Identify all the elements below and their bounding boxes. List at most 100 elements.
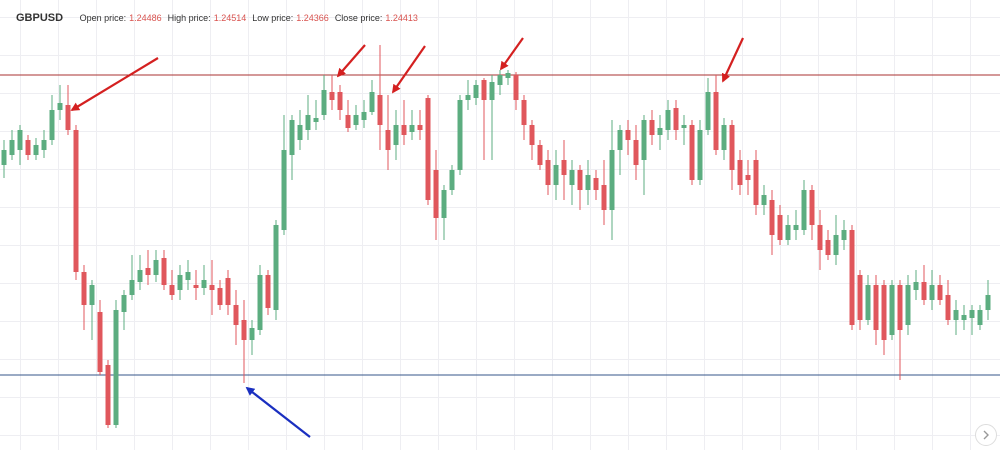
candle-body: [185, 272, 191, 280]
candle-body: [945, 295, 951, 320]
candle-body: [433, 170, 439, 218]
candle-body: [313, 118, 319, 122]
candle-body: [633, 140, 639, 165]
candle-body: [393, 125, 399, 145]
candle-body: [689, 125, 695, 180]
candle-body: [97, 312, 103, 372]
candle-body: [329, 92, 335, 100]
candle-body: [665, 110, 671, 130]
candle-body: [161, 258, 167, 285]
next-button[interactable]: [975, 424, 997, 446]
candle-body: [137, 270, 143, 282]
candle-body: [881, 285, 887, 340]
candle-body: [121, 295, 127, 312]
candle-body: [801, 190, 807, 230]
candle-body: [697, 130, 703, 180]
candle-body: [9, 140, 15, 155]
candle-body: [385, 130, 391, 150]
info-label: Close price:: [334, 13, 383, 23]
candle-body: [73, 130, 79, 272]
candle-body: [745, 175, 751, 180]
candle-body: [289, 120, 295, 155]
candle-body: [769, 200, 775, 235]
candle-body: [57, 103, 63, 110]
candle-body: [145, 268, 151, 275]
candle-body: [409, 125, 415, 132]
candle-body: [193, 285, 199, 288]
candle-body: [865, 285, 871, 320]
candle-body: [81, 272, 87, 305]
candle-body: [321, 90, 327, 115]
candle-body: [673, 108, 679, 130]
candle-body: [625, 130, 631, 140]
candle-body: [17, 130, 23, 150]
candle-body: [577, 170, 583, 190]
candle-body: [705, 92, 711, 130]
candle-body: [249, 328, 255, 340]
candle-body: [985, 295, 991, 310]
arrow: [70, 57, 159, 111]
candle-body: [753, 160, 759, 205]
candle-body: [537, 145, 543, 165]
candle-body: [401, 125, 407, 135]
candle-body: [681, 125, 687, 128]
candle-body: [641, 120, 647, 160]
candle-body: [545, 160, 551, 185]
candle-body: [49, 110, 55, 140]
candle-body: [417, 125, 423, 130]
candle-body: [457, 100, 463, 170]
candle-body: [241, 320, 247, 340]
candle-body: [529, 125, 535, 145]
chevron-icon: [983, 430, 989, 440]
candle-body: [337, 92, 343, 110]
arrow: [336, 44, 366, 78]
candles: [0, 45, 1000, 428]
candle-body: [913, 282, 919, 290]
candle-body: [25, 140, 31, 155]
candle-body: [377, 95, 383, 125]
candle-body: [201, 280, 207, 288]
arrow: [245, 386, 311, 438]
arrow: [499, 37, 524, 71]
info-value: 1.24486: [129, 13, 162, 23]
candle-body: [657, 128, 663, 135]
header: GBPUSD Open price: 1.24486 High price: 1.24…: [16, 12, 418, 24]
candle-body: [305, 115, 311, 130]
candle-body: [33, 145, 39, 155]
candle-body: [233, 305, 239, 325]
candle-body: [473, 85, 479, 98]
candle-body: [553, 165, 559, 185]
candle-body: [105, 365, 111, 425]
candle-body: [601, 185, 607, 210]
candle-body: [489, 82, 495, 100]
candle-body: [465, 95, 471, 100]
candle-body: [609, 150, 615, 210]
candle-body: [817, 225, 823, 250]
candle-body: [353, 115, 359, 125]
candle-body: [513, 75, 519, 100]
candle-body: [273, 225, 279, 310]
candle-body: [785, 225, 791, 240]
candle-body: [41, 140, 47, 150]
candle-body: [521, 100, 527, 125]
candle-body: [425, 98, 431, 200]
candle-body: [737, 160, 743, 185]
info-label: High price:: [167, 13, 211, 23]
candle-body: [969, 310, 975, 318]
candle-body: [89, 285, 95, 305]
candle-body: [257, 275, 263, 330]
candle-body: [841, 230, 847, 240]
candle-body: [225, 278, 231, 305]
candle-body: [169, 285, 175, 295]
arrow: [721, 37, 744, 83]
candle-body: [873, 285, 879, 330]
info-label: Open price:: [79, 13, 127, 23]
candle-body: [713, 92, 719, 150]
symbol: GBPUSD: [16, 12, 64, 24]
candle-body: [833, 235, 839, 255]
info-value: 1.24413: [385, 13, 418, 23]
candle-body: [977, 310, 983, 325]
candle-body: [897, 285, 903, 330]
candle-body: [793, 225, 799, 230]
